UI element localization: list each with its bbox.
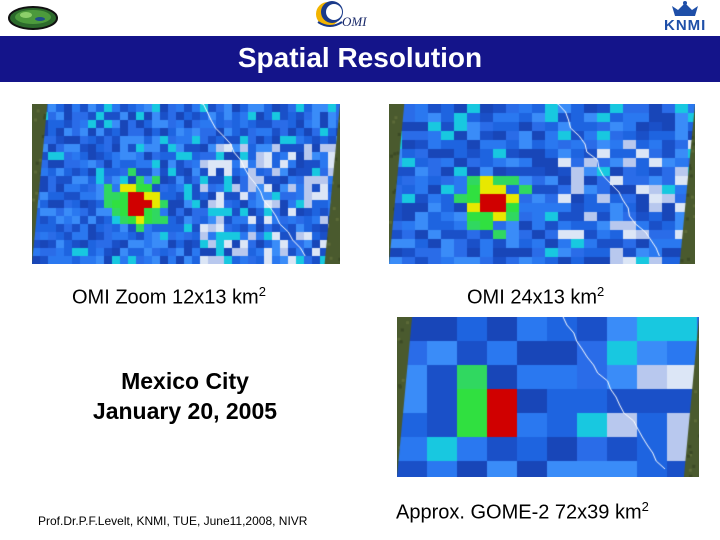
gome2-caption-sup: 2 [641, 499, 649, 514]
observation-date: January 20, 2005 [92, 398, 278, 424]
omi-zoom-caption-text: OMI Zoom 12x13 km [72, 286, 259, 309]
location-label: Mexico City January 20, 2005 [60, 366, 310, 426]
omi-zoom-caption: OMI Zoom 12x13 km2 [72, 284, 266, 310]
footer-credit: Prof.Dr.P.F.Levelt, KNMI, TUE, June11,20… [38, 514, 308, 528]
knmi-logo-text: KNMI [664, 17, 707, 34]
gome2-caption: Approx. GOME-2 72x39 km2 [396, 499, 649, 525]
omi-zoom-caption-sup: 2 [258, 284, 266, 299]
omi-zoom-map-image [32, 104, 340, 264]
city-name: Mexico City [121, 368, 249, 394]
omi-standard-caption-text: OMI 24x13 km [467, 286, 598, 309]
omi-logo-text: OMI [342, 14, 367, 29]
gome2-caption-text: Approx. GOME-2 72x39 km [396, 501, 642, 524]
title-bar [0, 36, 720, 82]
page-title: Spatial Resolution [237, 42, 483, 73]
omi-standard-caption: OMI 24x13 km2 [467, 284, 604, 310]
omi-standard-caption-sup: 2 [597, 284, 605, 299]
omi-standard-map-image [389, 104, 695, 264]
gome2-map-image [397, 317, 699, 477]
omi-logo: OMI [312, 0, 372, 34]
knmi-logo: KNMI [658, 0, 712, 34]
satellite-logo [6, 2, 60, 32]
